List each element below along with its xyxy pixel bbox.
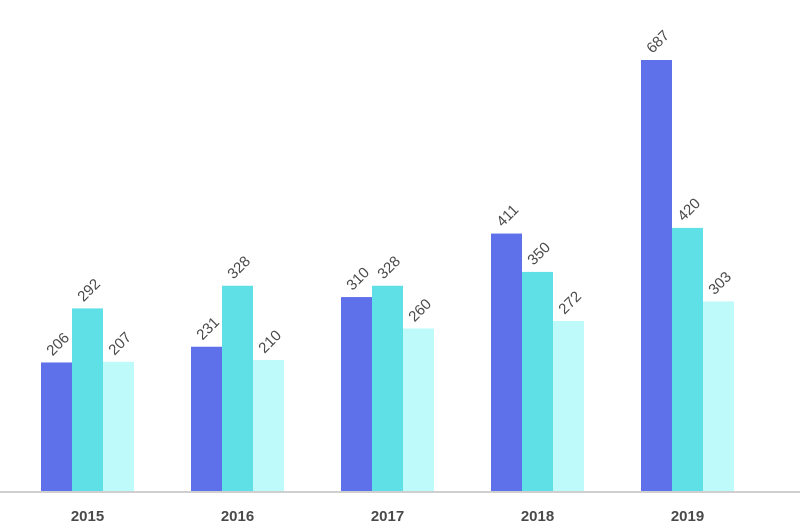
x-tick-labels-layer: 2015 2016 2017 2018 2019	[71, 508, 704, 525]
bar-2018-series-3	[553, 320, 584, 492]
x-tick-label-2016: 2016	[221, 508, 254, 525]
x-tick-label-2017: 2017	[371, 508, 404, 525]
data-label-2015-series-3: 207	[105, 329, 135, 359]
data-label-2016-series-3: 210	[255, 327, 285, 357]
data-label-2019-series-1: 687	[643, 27, 673, 57]
bar-2019-series-1	[641, 60, 672, 492]
bar-2017-series-2	[372, 285, 403, 492]
data-label-2015-series-2: 292	[74, 275, 104, 305]
bar-2015-series-2	[72, 308, 103, 492]
bar-2018-series-1	[491, 233, 522, 493]
bar-2015-series-3	[103, 361, 134, 492]
bar-2015-series-1	[41, 362, 72, 492]
bar-2017-series-1	[341, 297, 372, 492]
bar-2016-series-2	[222, 285, 253, 492]
data-label-2017-series-1: 310	[343, 264, 373, 294]
data-label-2016-series-2: 328	[224, 253, 254, 283]
bar-2018-series-2	[522, 271, 553, 492]
bar-2019-series-3	[703, 301, 734, 492]
data-label-2017-series-3: 260	[405, 296, 435, 326]
bar-2017-series-3	[403, 328, 434, 492]
bar-2016-series-3	[253, 359, 284, 492]
x-tick-label-2015: 2015	[71, 508, 104, 525]
x-tick-label-2018: 2018	[521, 508, 554, 525]
data-label-2018-series-2: 350	[524, 239, 554, 269]
data-label-2016-series-1: 231	[193, 314, 223, 344]
x-tick-label-2019: 2019	[671, 508, 704, 525]
data-label-2018-series-1: 411	[493, 201, 522, 230]
data-label-2017-series-2: 328	[374, 253, 404, 283]
data-label-2018-series-3: 272	[555, 288, 585, 318]
bar-2016-series-1	[191, 346, 222, 492]
bar-2019-series-2	[672, 227, 703, 492]
data-label-2019-series-3: 303	[705, 269, 735, 299]
bars-layer	[41, 60, 734, 493]
data-label-2019-series-2: 420	[674, 195, 704, 225]
data-label-2015-series-1: 206	[43, 330, 73, 360]
